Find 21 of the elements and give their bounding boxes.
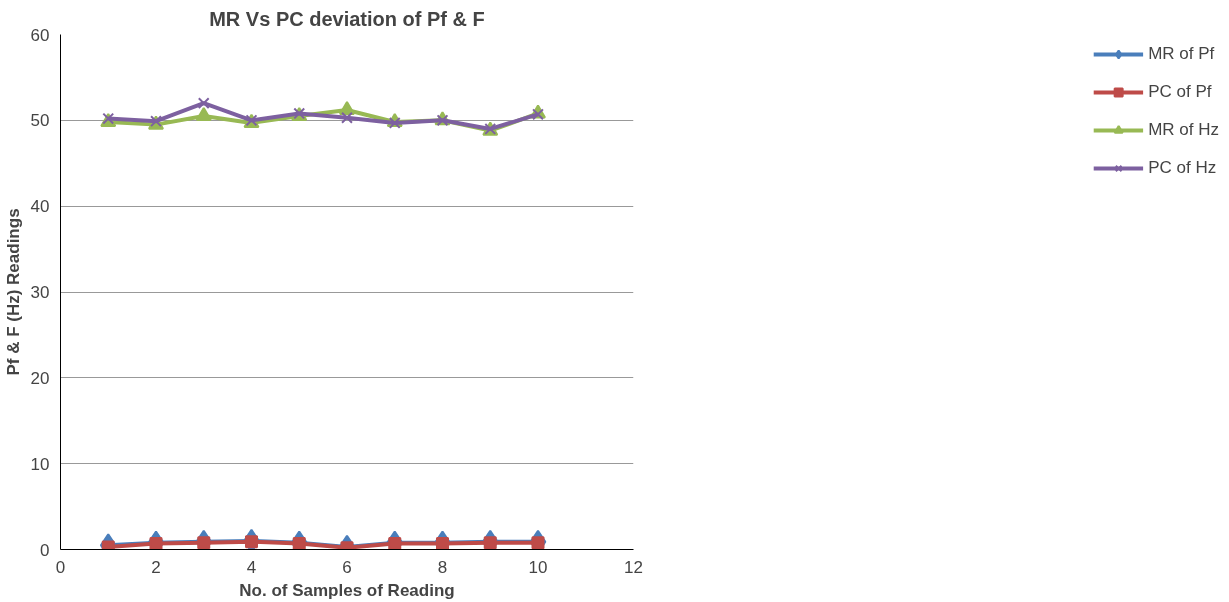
- y-tick-label: 60: [30, 25, 50, 45]
- y-tick-label: 40: [30, 197, 50, 217]
- legend-label: MR of Hz: [1148, 120, 1219, 140]
- x-tick-label: 10: [528, 557, 548, 577]
- x-tick-label: 2: [151, 557, 161, 577]
- chart-title: MR Vs PC deviation of Pf & F: [209, 7, 485, 30]
- y-tick-label: 50: [30, 111, 50, 131]
- x-tick-label: 6: [342, 557, 352, 577]
- x-tick-label: 8: [437, 557, 448, 577]
- legend-label: MR of Pf: [1148, 44, 1215, 64]
- legend-label: PC of Hz: [1148, 158, 1217, 178]
- y-tick-label: 10: [30, 454, 50, 474]
- x-tick-label: 4: [246, 557, 257, 577]
- y-tick-label: 20: [30, 368, 50, 388]
- x-tick-label: 0: [55, 557, 66, 577]
- x-tick-label: 12: [624, 557, 643, 577]
- y-axis-title: Pf & F (Hz) Readings: [3, 208, 23, 376]
- y-tick-label: 0: [40, 540, 50, 560]
- y-tick-label: 30: [30, 283, 50, 302]
- legend-label: PC of Pf: [1148, 82, 1212, 102]
- x-axis-title: No. of Samples of Reading: [239, 580, 455, 600]
